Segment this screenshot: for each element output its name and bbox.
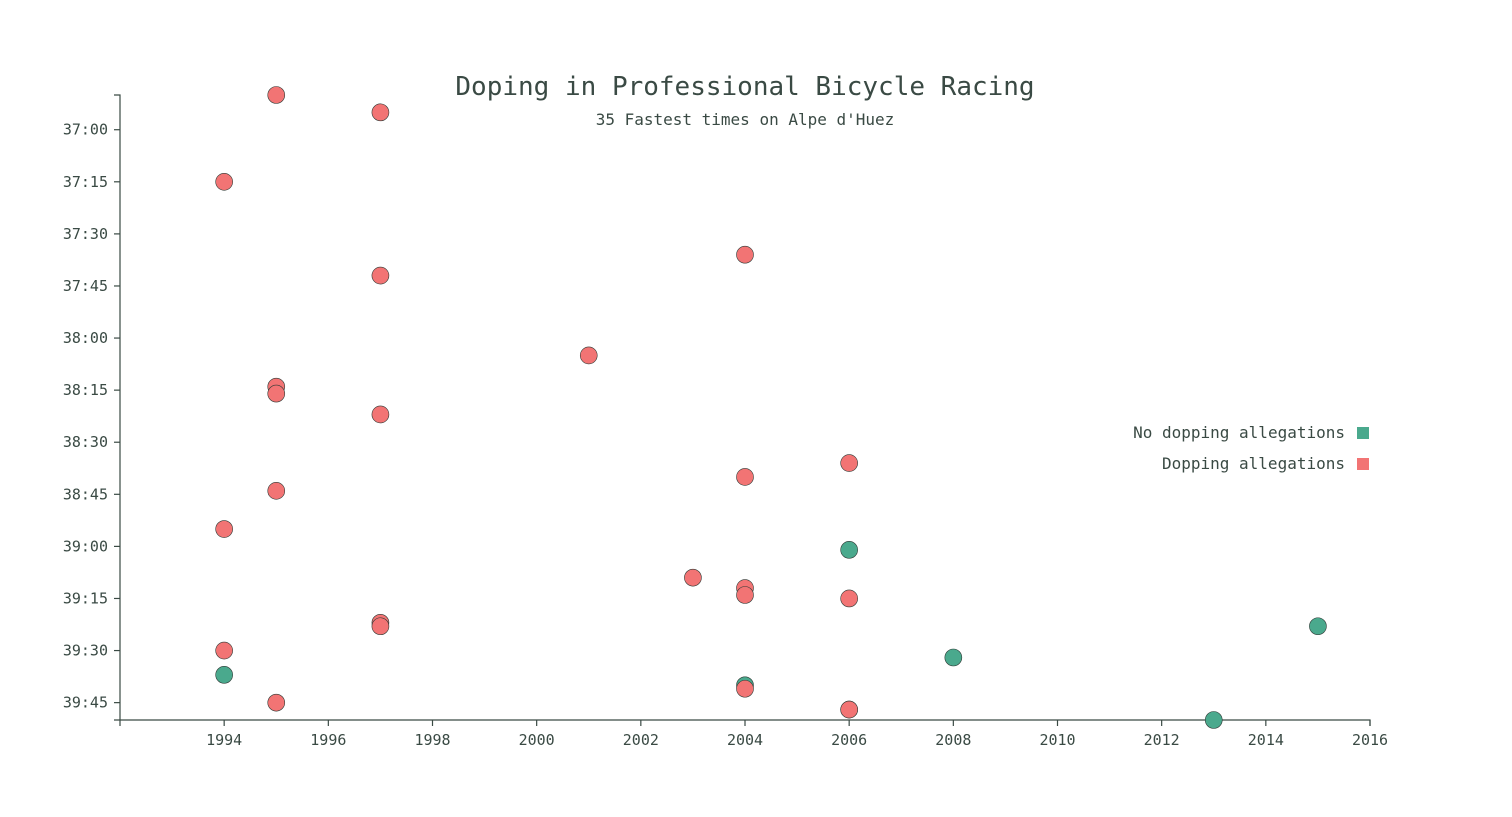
data-point[interactable] [371, 405, 390, 424]
data-point[interactable] [736, 586, 754, 604]
x-tick: 2002 [623, 720, 659, 749]
legend-swatch [1357, 427, 1369, 439]
x-tick-label: 2004 [727, 731, 763, 749]
data-point[interactable] [944, 648, 963, 667]
data-point[interactable] [736, 468, 754, 486]
x-tick-label: 2006 [831, 731, 867, 749]
data-point[interactable] [267, 693, 286, 712]
y-tick-label: 39:00 [63, 537, 108, 555]
x-tick-label: 2014 [1248, 731, 1284, 749]
y-tick-label: 39:45 [63, 694, 108, 712]
x-tick: 2004 [727, 720, 763, 749]
y-tick: 37:30 [63, 225, 120, 243]
data-point[interactable] [215, 173, 233, 191]
legend-label: Dopping allegations [1162, 454, 1345, 473]
data-point[interactable] [840, 589, 858, 608]
x-tick-label: 1994 [206, 731, 242, 749]
x-tick-label: 2002 [623, 731, 659, 749]
y-tick: 39:30 [63, 642, 120, 660]
data-point[interactable] [371, 103, 390, 122]
y-tick: 39:00 [63, 537, 120, 555]
y-tick-label: 38:45 [63, 485, 108, 503]
y-tick: 38:30 [63, 433, 120, 451]
data-point[interactable] [840, 541, 858, 559]
data-points [215, 86, 1327, 729]
chart-title: Doping in Professional Bicycle Racing [455, 72, 1034, 102]
x-tick-label: 2012 [1144, 731, 1180, 749]
data-point[interactable] [840, 700, 858, 719]
x-tick-label: 2008 [935, 731, 971, 749]
y-tick-label: 38:00 [63, 329, 108, 347]
data-point[interactable] [215, 641, 233, 660]
chart-subtitle: 35 Fastest times on Alpe d'Huez [596, 110, 895, 129]
y-tick: 38:15 [63, 381, 120, 399]
x-axis: 1994 1996 1998 2000 2002 2004 2006 2008 2010 2012… [119, 719, 1388, 749]
y-tick: 39:45 [63, 694, 120, 712]
y-tick: 39:15 [63, 589, 120, 607]
legend-item: No dopping allegations [1133, 423, 1369, 442]
data-point[interactable] [1204, 711, 1223, 729]
x-tick: 2016 [1352, 720, 1388, 749]
data-point[interactable] [215, 666, 233, 684]
data-point[interactable] [215, 520, 233, 538]
legend-label: No dopping allegations [1133, 423, 1345, 442]
data-point[interactable] [840, 454, 858, 472]
y-tick-label: 37:00 [63, 121, 108, 139]
data-point[interactable] [371, 617, 390, 636]
data-point[interactable] [371, 266, 390, 285]
data-point[interactable] [736, 679, 754, 698]
y-tick: 37:45 [63, 277, 120, 295]
data-point[interactable] [267, 86, 286, 104]
data-point[interactable] [267, 384, 286, 403]
x-tick: 1994 [206, 720, 242, 749]
data-point[interactable] [267, 482, 286, 500]
x-tick-label: 2000 [519, 731, 555, 749]
x-tick: 2006 [831, 720, 867, 749]
y-tick-label: 38:30 [63, 433, 108, 451]
legend-item: Dopping allegations [1162, 454, 1369, 473]
legend-swatch [1357, 458, 1369, 470]
data-point[interactable] [1309, 617, 1327, 636]
x-tick-label: 1998 [414, 731, 450, 749]
y-tick: 37:15 [63, 173, 120, 191]
y-tick-label: 39:15 [63, 589, 108, 607]
x-tick-label: 2016 [1352, 731, 1388, 749]
y-tick-label: 39:30 [63, 642, 108, 660]
y-tick: 38:00 [63, 329, 120, 347]
x-tick: 1998 [414, 720, 451, 749]
legend: No dopping allegations Dopping allegation… [1133, 423, 1369, 473]
y-axis-line [114, 94, 121, 721]
y-tick: 37:00 [63, 121, 120, 139]
y-tick: 38:45 [63, 485, 120, 503]
x-tick: 2012 [1144, 720, 1180, 749]
y-axis: 37:00 37:15 37:30 37:45 38:00 38:15 38:30 38:45… [63, 94, 121, 721]
y-tick-label: 38:15 [63, 381, 108, 399]
x-tick: 2000 [519, 720, 555, 749]
y-tick-label: 37:45 [63, 277, 108, 295]
data-point[interactable] [579, 346, 598, 365]
x-tick: 1996 [310, 720, 346, 749]
x-tick: 2014 [1248, 720, 1284, 749]
x-tick-label: 2010 [1039, 731, 1075, 749]
data-point[interactable] [684, 568, 702, 587]
data-point[interactable] [736, 245, 754, 264]
y-tick-label: 37:30 [63, 225, 108, 243]
y-tick-label: 37:15 [63, 173, 108, 191]
x-tick-label: 1996 [310, 731, 346, 749]
x-tick: 2008 [935, 720, 971, 749]
x-tick: 2010 [1039, 720, 1076, 749]
